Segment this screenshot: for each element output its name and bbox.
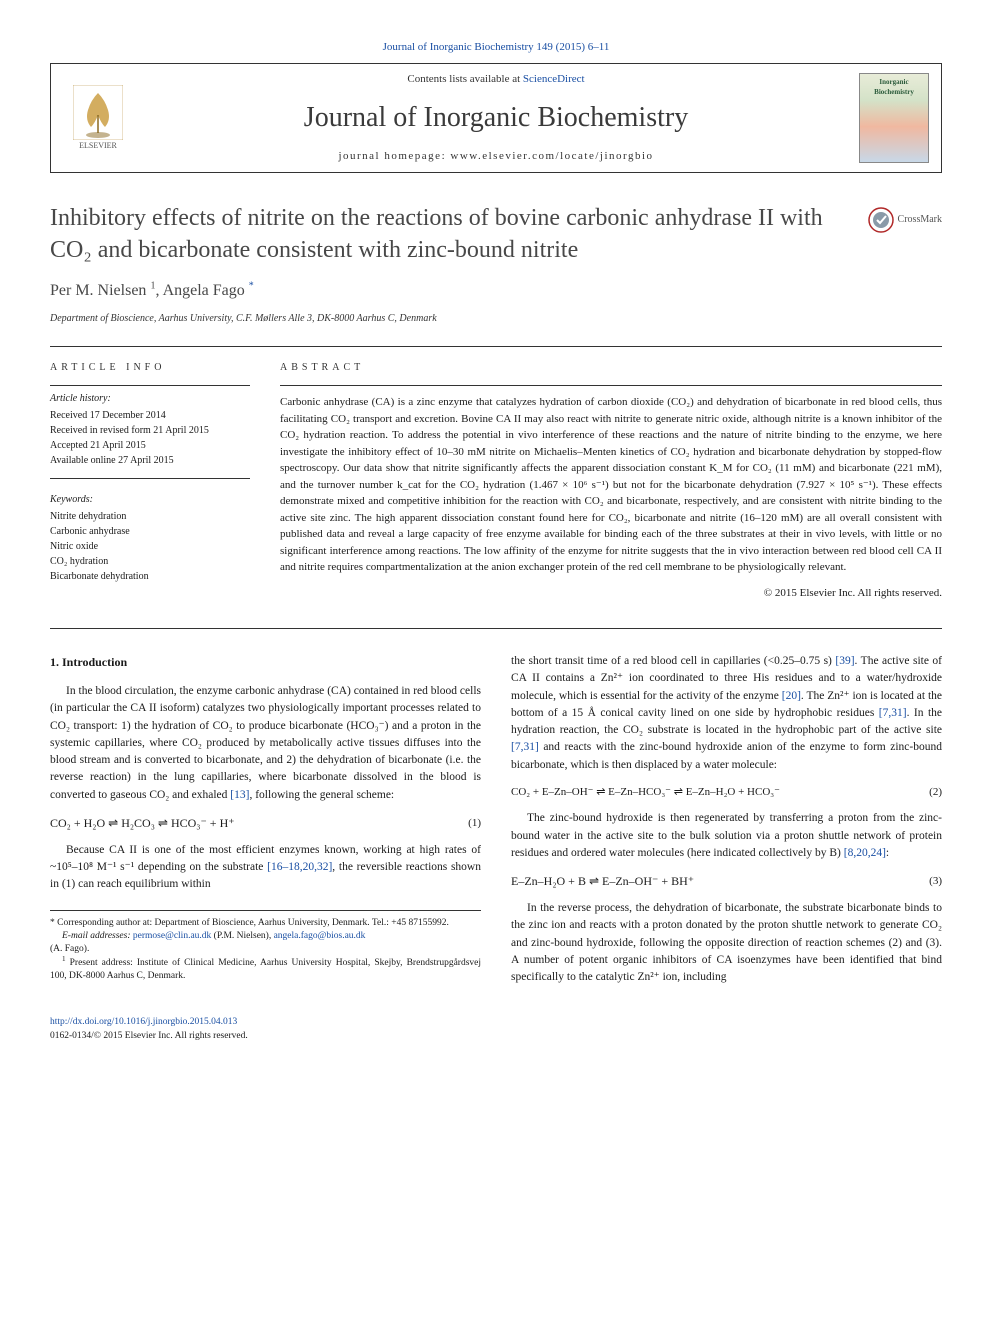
- publisher-name: ELSEVIER: [79, 140, 117, 151]
- article-title: Inhibitory effects of nitrite on the rea…: [50, 203, 848, 265]
- journal-reference-line: Journal of Inorganic Biochemistry 149 (2…: [50, 40, 942, 55]
- para-text: , following the general scheme:: [249, 789, 394, 801]
- copyright-line: © 2015 Elsevier Inc. All rights reserved…: [280, 586, 942, 601]
- abstract-heading: abstract: [280, 361, 942, 375]
- article-info-heading: article info: [50, 361, 250, 375]
- intro-para-3: the short transit time of a red blood ce…: [511, 653, 942, 774]
- ref-link[interactable]: [16–18,20,32]: [267, 861, 332, 873]
- intro-para-5: In the reverse process, the dehydration …: [511, 900, 942, 986]
- abstract-column: abstract Carbonic anhydrase (CA) is a zi…: [280, 361, 942, 608]
- author-1-sup: 1: [150, 280, 155, 291]
- crossmark-badge[interactable]: CrossMark: [868, 207, 942, 233]
- body-column-right: the short transit time of a red blood ce…: [511, 653, 942, 996]
- para-text: :: [886, 847, 889, 859]
- footnote-text: Corresponding author at: Department of B…: [55, 918, 449, 928]
- footnote-emails: E-mail addresses: permose@clin.au.dk (P.…: [50, 930, 481, 957]
- para-text: the short transit time of a red blood ce…: [511, 655, 835, 667]
- ref-link[interactable]: [8,20,24]: [844, 847, 886, 859]
- history-line: Received 17 December 2014: [50, 408, 250, 423]
- history-line: Received in revised form 21 April 2015: [50, 423, 250, 438]
- para-text: In the blood circulation, the enzyme car…: [50, 685, 481, 801]
- ref-link[interactable]: [20]: [782, 690, 801, 702]
- crossmark-icon: [868, 207, 894, 233]
- journal-header-box: ELSEVIER Contents lists available at Sci…: [50, 63, 942, 173]
- ref-link[interactable]: [13]: [230, 789, 249, 801]
- homepage-label: journal homepage:: [338, 150, 450, 162]
- equation-1: CO₂ + H₂O ⇌ H₂CO₃ ⇌ HCO₃⁻ + H⁺: [50, 814, 451, 832]
- rule-bottom: [50, 628, 942, 629]
- journal-reference-link[interactable]: Journal of Inorganic Biochemistry 149 (2…: [383, 41, 610, 53]
- equation-2: CO₂ + E–Zn–OH⁻ ⇌ E–Zn–HCO₃⁻ ⇌ E–Zn–H₂O +…: [511, 784, 912, 801]
- equation-1-num: (1): [451, 815, 481, 832]
- author-2: Angela Fago: [163, 282, 245, 299]
- crossmark-label: CrossMark: [898, 213, 942, 227]
- authors-line: Per M. Nielsen 1, Angela Fago *: [50, 280, 942, 302]
- equation-3: E–Zn–H₂O + B ⇌ E–Zn–OH⁻ + BH⁺: [511, 872, 912, 890]
- abstract-text: Carbonic anhydrase (CA) is a zinc enzyme…: [280, 386, 942, 576]
- header-center: Contents lists available at ScienceDirec…: [133, 72, 859, 164]
- footnote-corresponding: * Corresponding author at: Department of…: [50, 917, 481, 930]
- keyword: Carbonic anhydrase: [50, 524, 250, 539]
- keyword: Nitrite dehydration: [50, 509, 250, 524]
- sciencedirect-link[interactable]: ScienceDirect: [523, 73, 585, 85]
- body-column-left: 1. Introduction In the blood circulation…: [50, 653, 481, 996]
- email-label: E-mail addresses:: [62, 931, 133, 941]
- page-footer: http://dx.doi.org/10.1016/j.jinorgbio.20…: [50, 1016, 942, 1043]
- title-row: Inhibitory effects of nitrite on the rea…: [50, 203, 942, 265]
- email-link-1[interactable]: permose@clin.au.dk: [133, 931, 211, 941]
- contents-line: Contents lists available at ScienceDirec…: [133, 72, 859, 87]
- page-root: Journal of Inorganic Biochemistry 149 (2…: [0, 0, 992, 1083]
- article-history-block: Article history: Received 17 December 20…: [50, 386, 250, 479]
- equation-3-num: (3): [912, 873, 942, 890]
- keyword: Bicarbonate dehydration: [50, 569, 250, 584]
- history-head: Article history:: [50, 392, 250, 406]
- email-name-2: (A. Fago).: [50, 944, 89, 954]
- body-columns: 1. Introduction In the blood circulation…: [50, 653, 942, 996]
- equation-2-num: (2): [912, 784, 942, 801]
- email-name-1: (P.M. Nielsen),: [211, 931, 273, 941]
- article-info-column: article info Article history: Received 1…: [50, 361, 250, 608]
- para-text: and reacts with the zinc-bound hydroxide…: [511, 741, 942, 770]
- info-abstract-row: article info Article history: Received 1…: [50, 347, 942, 628]
- cover-text-1: Inorganic: [879, 78, 908, 88]
- ref-link[interactable]: [7,31]: [511, 741, 539, 753]
- author-1: Per M. Nielsen: [50, 282, 146, 299]
- ref-link[interactable]: [7,31]: [879, 707, 907, 719]
- equation-2-row: CO₂ + E–Zn–OH⁻ ⇌ E–Zn–HCO₃⁻ ⇌ E–Zn–H₂O +…: [511, 784, 942, 801]
- publisher-logo: ELSEVIER: [63, 78, 133, 158]
- intro-para-4: The zinc-bound hydroxide is then regener…: [511, 810, 942, 862]
- journal-homepage: journal homepage: www.elsevier.com/locat…: [133, 149, 859, 164]
- keywords-block: Keywords: Nitrite dehydration Carbonic a…: [50, 493, 250, 594]
- contents-text: Contents lists available at: [407, 73, 522, 85]
- intro-para-2: Because CA II is one of the most efficie…: [50, 842, 481, 894]
- ref-link[interactable]: [39]: [835, 655, 854, 667]
- journal-name: Journal of Inorganic Biochemistry: [133, 98, 859, 137]
- journal-cover-thumbnail: Inorganic Biochemistry: [859, 73, 929, 163]
- equation-1-row: CO₂ + H₂O ⇌ H₂CO₃ ⇌ HCO₃⁻ + H⁺ (1): [50, 814, 481, 832]
- keywords-head: Keywords:: [50, 493, 250, 507]
- history-line: Available online 27 April 2015: [50, 453, 250, 468]
- email-link-2[interactable]: angela.fago@bios.au.dk: [274, 931, 366, 941]
- elsevier-tree-icon: [73, 85, 123, 140]
- homepage-url: www.elsevier.com/locate/jinorgbio: [450, 150, 653, 162]
- footnote-1-text: Present address: Institute of Clinical M…: [50, 958, 481, 981]
- keyword: Nitric oxide: [50, 539, 250, 554]
- issn-line: 0162-0134/© 2015 Elsevier Inc. All right…: [50, 1031, 248, 1041]
- keyword: CO₂ hydration: [50, 554, 250, 569]
- history-line: Accepted 21 April 2015: [50, 438, 250, 453]
- author-2-star: *: [249, 280, 254, 291]
- affiliation: Department of Bioscience, Aarhus Univers…: [50, 312, 942, 326]
- equation-3-row: E–Zn–H₂O + B ⇌ E–Zn–OH⁻ + BH⁺ (3): [511, 872, 942, 890]
- section-1-head: 1. Introduction: [50, 653, 481, 671]
- cover-text-2: Biochemistry: [874, 88, 914, 98]
- intro-para-1: In the blood circulation, the enzyme car…: [50, 683, 481, 804]
- doi-link[interactable]: http://dx.doi.org/10.1016/j.jinorgbio.20…: [50, 1017, 237, 1027]
- footnotes-block: * Corresponding author at: Department of…: [50, 910, 481, 983]
- footnote-present-address: 1 Present address: Institute of Clinical…: [50, 957, 481, 984]
